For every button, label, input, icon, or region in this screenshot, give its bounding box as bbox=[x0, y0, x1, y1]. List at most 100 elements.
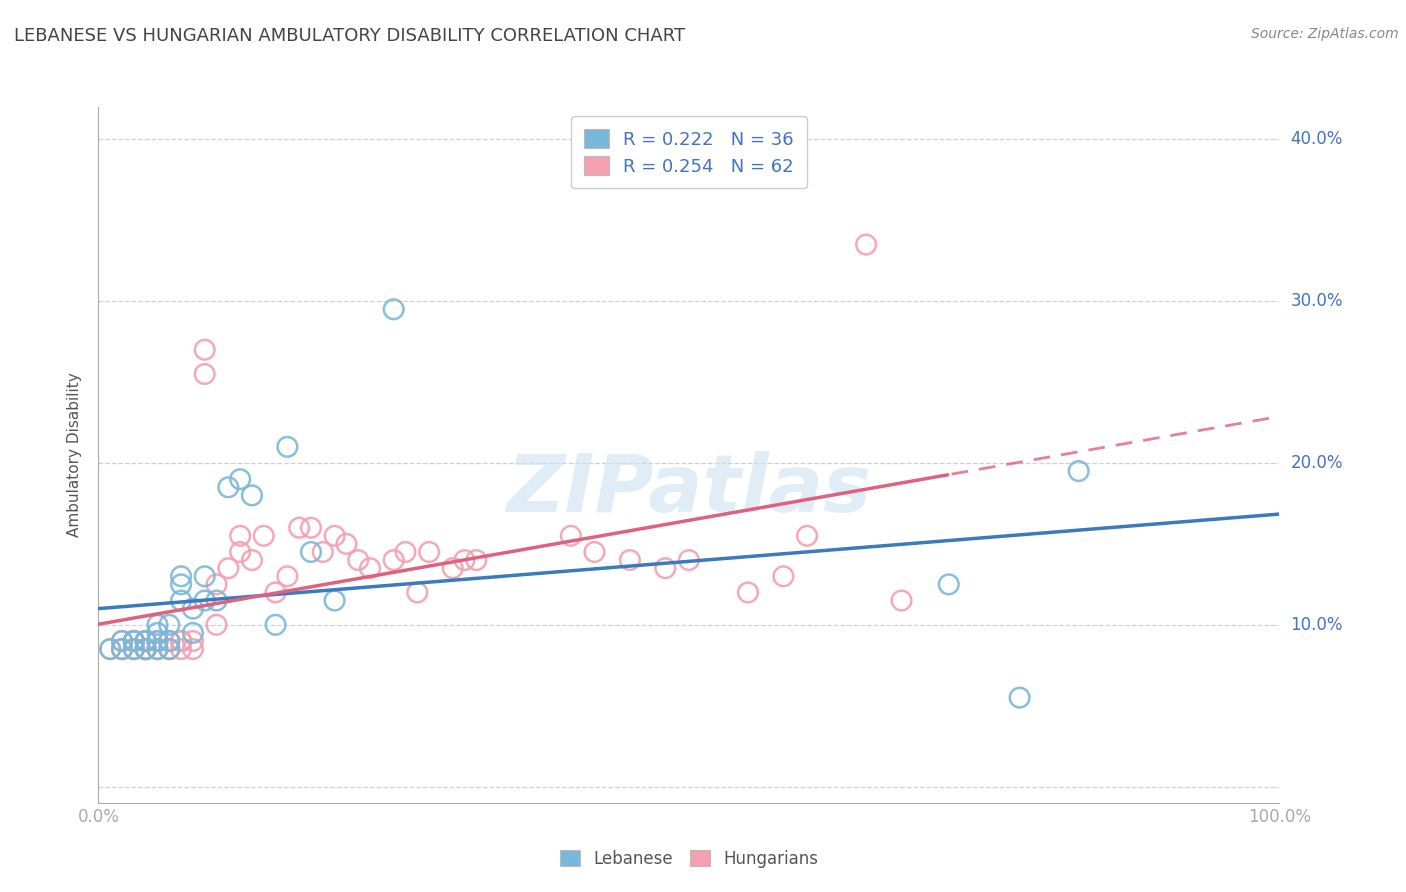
Point bbox=[181, 642, 204, 657]
Point bbox=[111, 642, 134, 657]
Point bbox=[135, 642, 157, 657]
Point bbox=[205, 617, 228, 632]
Text: 40.0%: 40.0% bbox=[1291, 130, 1343, 148]
Point bbox=[181, 601, 204, 615]
Point bbox=[394, 545, 416, 559]
Text: ZIPatlas: ZIPatlas bbox=[506, 450, 872, 529]
Point bbox=[170, 577, 193, 591]
Point bbox=[170, 642, 193, 657]
Point bbox=[135, 634, 157, 648]
Text: 20.0%: 20.0% bbox=[1291, 454, 1343, 472]
Point bbox=[855, 237, 877, 252]
Point bbox=[938, 577, 960, 591]
Point bbox=[323, 529, 346, 543]
Text: 10.0%: 10.0% bbox=[1291, 615, 1343, 634]
Point bbox=[98, 642, 121, 657]
Point bbox=[406, 585, 429, 599]
Point bbox=[146, 626, 169, 640]
Point bbox=[276, 440, 298, 454]
Point bbox=[264, 617, 287, 632]
Point bbox=[323, 593, 346, 607]
Point bbox=[98, 642, 121, 657]
Point bbox=[181, 626, 204, 640]
Point bbox=[146, 642, 169, 657]
Text: 30.0%: 30.0% bbox=[1291, 293, 1343, 310]
Point bbox=[122, 642, 145, 657]
Point bbox=[170, 634, 193, 648]
Point bbox=[170, 569, 193, 583]
Point bbox=[157, 617, 180, 632]
Point bbox=[122, 642, 145, 657]
Point bbox=[135, 634, 157, 648]
Point bbox=[146, 642, 169, 657]
Point bbox=[299, 521, 322, 535]
Point bbox=[229, 472, 252, 486]
Point bbox=[146, 642, 169, 657]
Point bbox=[441, 561, 464, 575]
Point bbox=[299, 545, 322, 559]
Point bbox=[240, 488, 263, 502]
Point bbox=[335, 537, 357, 551]
Point bbox=[157, 642, 180, 657]
Point bbox=[146, 634, 169, 648]
Point bbox=[205, 577, 228, 591]
Point bbox=[359, 561, 381, 575]
Point bbox=[382, 553, 405, 567]
Point bbox=[135, 634, 157, 648]
Point bbox=[229, 529, 252, 543]
Point bbox=[1008, 690, 1031, 705]
Point bbox=[111, 634, 134, 648]
Point bbox=[122, 634, 145, 648]
Text: LEBANESE VS HUNGARIAN AMBULATORY DISABILITY CORRELATION CHART: LEBANESE VS HUNGARIAN AMBULATORY DISABIL… bbox=[14, 27, 685, 45]
Point bbox=[276, 569, 298, 583]
Point bbox=[157, 642, 180, 657]
Point bbox=[146, 634, 169, 648]
Point bbox=[135, 634, 157, 648]
Point bbox=[253, 529, 276, 543]
Point bbox=[560, 529, 582, 543]
Point bbox=[737, 585, 759, 599]
Point bbox=[111, 634, 134, 648]
Point bbox=[135, 642, 157, 657]
Point bbox=[194, 569, 217, 583]
Point bbox=[418, 545, 440, 559]
Point bbox=[217, 561, 239, 575]
Point bbox=[111, 642, 134, 657]
Point bbox=[135, 642, 157, 657]
Point bbox=[229, 545, 252, 559]
Point bbox=[240, 553, 263, 567]
Legend: Lebanese, Hungarians: Lebanese, Hungarians bbox=[554, 843, 824, 874]
Text: Source: ZipAtlas.com: Source: ZipAtlas.com bbox=[1251, 27, 1399, 41]
Point bbox=[135, 642, 157, 657]
Point bbox=[122, 634, 145, 648]
Point bbox=[1067, 464, 1090, 478]
Point bbox=[194, 343, 217, 357]
Point bbox=[465, 553, 488, 567]
Point bbox=[890, 593, 912, 607]
Point bbox=[157, 634, 180, 648]
Point bbox=[382, 302, 405, 317]
Point bbox=[122, 634, 145, 648]
Point bbox=[654, 561, 676, 575]
Point bbox=[157, 634, 180, 648]
Point bbox=[312, 545, 335, 559]
Point bbox=[205, 593, 228, 607]
Point bbox=[194, 593, 217, 607]
Point bbox=[583, 545, 606, 559]
Point bbox=[157, 642, 180, 657]
Point bbox=[170, 634, 193, 648]
Point bbox=[146, 634, 169, 648]
Point bbox=[678, 553, 700, 567]
Point bbox=[796, 529, 818, 543]
Point bbox=[135, 642, 157, 657]
Point bbox=[194, 367, 217, 381]
Point bbox=[111, 642, 134, 657]
Point bbox=[122, 634, 145, 648]
Y-axis label: Ambulatory Disability: Ambulatory Disability bbox=[67, 373, 83, 537]
Point bbox=[772, 569, 794, 583]
Point bbox=[122, 642, 145, 657]
Point bbox=[217, 480, 239, 494]
Point bbox=[170, 634, 193, 648]
Point bbox=[288, 521, 311, 535]
Point bbox=[170, 593, 193, 607]
